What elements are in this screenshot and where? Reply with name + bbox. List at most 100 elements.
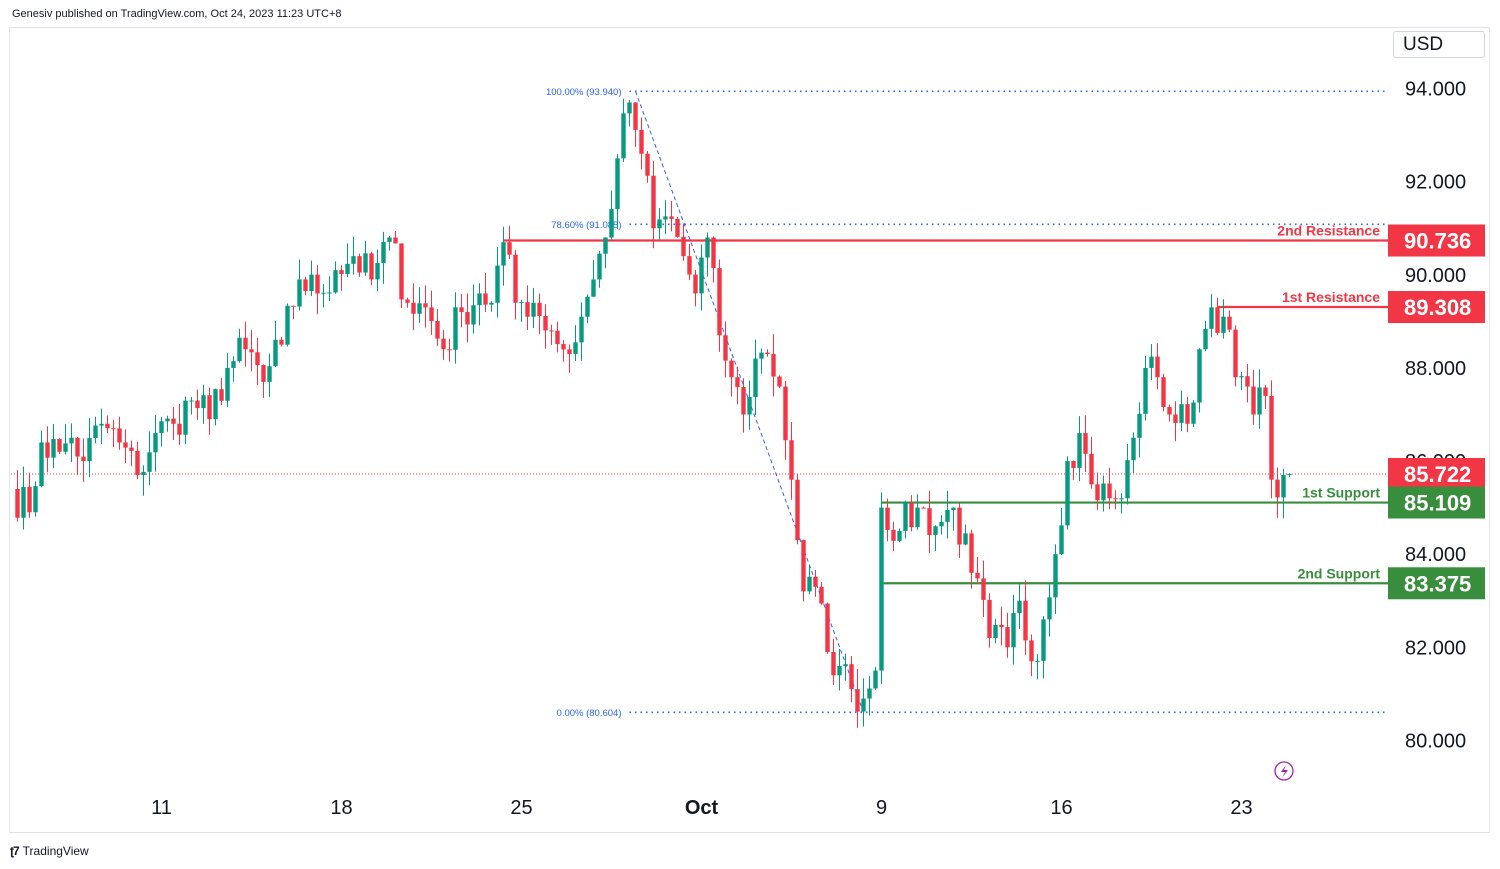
candle-body <box>825 603 830 652</box>
candle-body <box>129 447 134 451</box>
y-tick-label: 82.000 <box>1405 637 1466 659</box>
candle-body <box>21 486 26 518</box>
candle-body <box>1053 554 1058 598</box>
candle-body <box>261 365 266 382</box>
candle-body <box>615 158 620 210</box>
candle-body <box>771 353 776 377</box>
candle-body <box>1047 597 1052 620</box>
candle-body <box>915 507 920 528</box>
candle-body <box>417 303 422 314</box>
candle-body <box>177 423 182 435</box>
candle-body <box>879 507 884 671</box>
candle-body <box>297 279 302 307</box>
candle-body <box>597 253 602 280</box>
candle-body <box>963 533 968 545</box>
candle-body <box>267 366 272 382</box>
candle-body <box>1041 619 1046 661</box>
candle-body <box>105 423 110 429</box>
candle-body <box>255 352 260 366</box>
candle-body <box>171 418 176 424</box>
candle-body <box>387 237 392 242</box>
candle-body <box>1275 479 1280 498</box>
2nd-support-tag-label: 83.375 <box>1404 571 1471 596</box>
candle-body <box>231 361 236 368</box>
lightning-icon[interactable] <box>1274 761 1294 781</box>
currency-selector[interactable]: USD <box>1393 31 1485 58</box>
candle-body <box>207 395 212 420</box>
y-tick-label: 90.000 <box>1405 265 1466 287</box>
candle-body <box>225 367 230 401</box>
candle-body <box>303 279 308 292</box>
2nd-resistance-label: 2nd Resistance <box>1277 223 1380 239</box>
candle-body <box>489 302 494 305</box>
1st-support-label: 1st Support <box>1302 485 1380 501</box>
candle-body <box>843 664 848 666</box>
candle-body <box>741 387 746 415</box>
candle-body <box>573 342 578 354</box>
candle-body <box>93 425 98 439</box>
candle-body <box>249 349 254 353</box>
candle-body <box>1149 356 1154 368</box>
candle-body <box>939 521 944 527</box>
candle-body <box>375 263 380 280</box>
candle-body <box>855 689 860 712</box>
candle-body <box>501 242 506 266</box>
candle-body <box>831 651 836 676</box>
candle-body <box>1227 316 1232 330</box>
candle-body <box>147 452 152 472</box>
x-tick-label: 11 <box>151 797 172 819</box>
candle-body <box>537 302 542 316</box>
candle-body <box>405 299 410 303</box>
candle-body <box>483 293 488 305</box>
candle-body <box>621 113 626 159</box>
candle-body <box>891 529 896 541</box>
candle-body <box>1215 307 1220 333</box>
candle-body <box>993 624 998 638</box>
candle-body <box>1221 316 1226 333</box>
candle-body <box>195 400 200 409</box>
candle-body <box>945 509 950 522</box>
candle-body <box>795 479 800 541</box>
candle-body <box>633 102 638 130</box>
candle-body <box>585 296 590 317</box>
candle-body <box>1065 461 1070 526</box>
candle-body <box>561 344 566 350</box>
candle-body <box>273 339 278 367</box>
candle-body <box>1269 395 1274 480</box>
candle-body <box>555 330 560 345</box>
footer-brand[interactable]: ʈ7 TradingView <box>10 844 89 858</box>
x-tick-label: 9 <box>876 797 887 819</box>
candle-body <box>681 236 686 257</box>
y-tick-label: 88.000 <box>1405 358 1466 380</box>
2nd-support-label: 2nd Support <box>1298 565 1381 581</box>
candle-body <box>759 352 764 359</box>
current-price-tag-label: 85.722 <box>1404 462 1471 487</box>
candle-body <box>1143 367 1148 414</box>
candle-body <box>399 243 404 300</box>
candle-body <box>429 307 434 321</box>
candle-body <box>969 533 974 573</box>
candle-body <box>315 274 320 294</box>
candle-body <box>729 360 734 378</box>
candle-body <box>1005 627 1010 648</box>
candle-body <box>351 256 356 264</box>
1st-resistance-tag <box>1388 291 1485 324</box>
candle-body <box>987 599 992 638</box>
candle-body <box>81 456 86 462</box>
candle-body <box>801 540 806 592</box>
candle-body <box>909 502 914 528</box>
candle-body <box>543 315 548 331</box>
candle-body <box>99 423 104 426</box>
candle-body <box>87 438 92 462</box>
candle-body <box>735 377 740 388</box>
chart-frame[interactable] <box>9 27 1490 833</box>
candle-body <box>495 265 500 303</box>
candle-body <box>1251 386 1256 415</box>
candle-body <box>135 450 140 476</box>
support-resistance-lines: 2nd Resistance 1st Resistance 1st Support 2… <box>11 223 1388 585</box>
1st-resistance-tag-label: 89.308 <box>1404 295 1471 320</box>
candle-body <box>1131 437 1136 461</box>
candle-body <box>513 254 518 303</box>
candle-body <box>285 305 290 345</box>
